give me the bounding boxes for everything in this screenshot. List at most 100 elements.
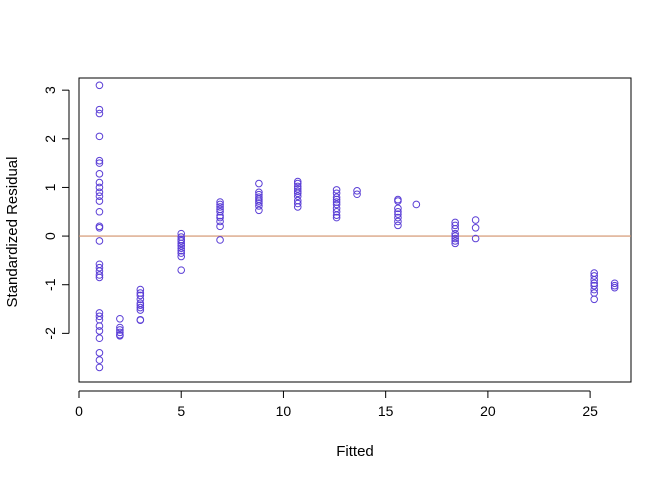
data-point <box>136 291 145 300</box>
data-point <box>95 183 104 192</box>
data-point <box>293 203 302 211</box>
y-tick-label: 3 <box>42 86 58 94</box>
data-point <box>216 222 224 231</box>
x-tick-label: 0 <box>75 403 83 419</box>
x-tick-label: 5 <box>177 403 185 419</box>
data-point <box>95 271 104 279</box>
x-axis-label: Fitted <box>336 443 374 460</box>
data-point <box>177 246 186 255</box>
y-tick-label: 2 <box>42 135 58 143</box>
data-point <box>95 105 104 114</box>
data-point <box>216 207 224 216</box>
data-point <box>451 224 459 233</box>
data-point <box>471 234 480 243</box>
data-point <box>332 195 341 204</box>
data-point <box>116 326 124 334</box>
data-point <box>293 177 302 186</box>
data-point <box>177 242 186 250</box>
data-point <box>394 213 402 222</box>
data-point <box>332 213 341 222</box>
data-point <box>394 207 402 216</box>
data-point <box>95 207 104 216</box>
data-point <box>95 237 104 245</box>
data-point <box>394 221 402 230</box>
data-point <box>95 178 104 187</box>
data-point <box>255 193 263 201</box>
data-point <box>216 213 224 222</box>
data-point <box>332 207 341 216</box>
data-point <box>116 314 124 323</box>
data-point <box>136 295 145 304</box>
data-point <box>451 237 459 245</box>
data-point <box>394 210 402 218</box>
data-point <box>177 249 186 257</box>
data-point <box>216 211 224 220</box>
x-tick-label: 25 <box>582 403 598 419</box>
data-point <box>293 199 302 208</box>
data-point <box>95 349 104 357</box>
y-axis: -2 -1 0 1 2 3 <box>42 86 70 340</box>
x-tick-label: 20 <box>480 403 496 419</box>
data-point <box>590 285 599 294</box>
data-point <box>216 203 224 211</box>
data-point <box>136 303 145 312</box>
x-axis: 0 5 10 15 20 25 <box>75 390 598 419</box>
data-point <box>293 189 302 198</box>
data-point <box>451 221 459 230</box>
data-point <box>177 252 186 261</box>
data-point <box>353 187 361 195</box>
x-tick-label: 15 <box>378 403 394 419</box>
data-point <box>95 327 104 335</box>
data-point <box>394 217 402 226</box>
data-point <box>95 159 104 167</box>
y-tick-label: -2 <box>42 327 58 340</box>
data-point <box>451 229 459 238</box>
data-point <box>95 273 104 282</box>
data-point <box>216 217 224 226</box>
data-point <box>471 216 480 224</box>
data-point <box>451 234 459 243</box>
data-point <box>293 192 302 200</box>
y-tick-label: 1 <box>42 183 58 191</box>
data-point <box>451 232 459 240</box>
data-point <box>293 185 302 193</box>
data-point <box>95 334 104 343</box>
data-point <box>293 179 302 188</box>
data-point <box>95 170 104 178</box>
data-point <box>95 132 104 141</box>
data-point <box>116 328 124 337</box>
data-point <box>95 197 104 205</box>
y-axis-label: Standardized Residual <box>4 157 21 308</box>
data-point <box>116 323 124 332</box>
data-point <box>116 331 124 340</box>
data-point <box>95 188 104 197</box>
data-point <box>293 187 302 196</box>
data-point <box>255 202 263 210</box>
data-point <box>95 263 104 272</box>
data-point <box>255 197 263 205</box>
data-point <box>177 239 186 248</box>
data-point <box>216 200 224 209</box>
data-point <box>136 316 145 325</box>
data-point <box>610 281 619 290</box>
data-point <box>95 363 104 372</box>
data-point <box>471 224 480 232</box>
data-point <box>332 186 341 194</box>
x-tick-label: 10 <box>276 403 292 419</box>
data-point <box>177 229 186 238</box>
data-point <box>136 301 145 309</box>
data-point <box>610 283 619 292</box>
data-point <box>95 322 104 330</box>
data-point <box>451 239 459 248</box>
data-point <box>394 197 402 205</box>
data-point <box>332 211 341 219</box>
data-point <box>332 200 341 209</box>
data-point <box>590 281 599 290</box>
data-point <box>177 237 186 245</box>
data-point <box>136 306 145 314</box>
data-point <box>95 312 104 321</box>
data-point <box>136 285 145 294</box>
data-point <box>95 109 104 118</box>
y-tick-label: 0 <box>42 232 58 240</box>
